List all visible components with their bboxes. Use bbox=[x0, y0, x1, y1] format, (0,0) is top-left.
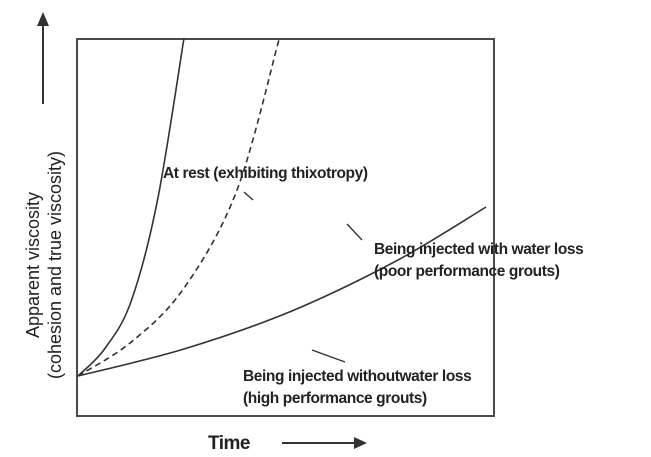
annotation-2-line-1: Being injected with water loss bbox=[374, 241, 583, 258]
x-axis-arrow-head bbox=[354, 437, 367, 449]
leader-line-group bbox=[243, 191, 363, 363]
y-axis-label-line-2: (cohesion and true viscosity) bbox=[45, 151, 65, 379]
y-axis-label-line-1: Apparent viscosity bbox=[23, 192, 43, 338]
curve-without-water-loss bbox=[77, 206, 487, 377]
leader-line-2 bbox=[346, 223, 363, 241]
annotation-group: At rest (exhibiting thixotropy) Being inj… bbox=[163, 165, 584, 407]
annotation-3-line-2: (high performance grouts) bbox=[243, 390, 427, 407]
y-axis-label-group: Apparent viscosity (cohesion and true vi… bbox=[23, 151, 65, 379]
annotation-3-line-1: Being injected withoutwater loss bbox=[243, 368, 471, 385]
curve-group bbox=[77, 37, 487, 377]
annotation-2-line-2: (poor performance grouts) bbox=[374, 263, 560, 280]
y-axis-arrow-head bbox=[37, 12, 49, 26]
leader-line-3 bbox=[311, 349, 346, 363]
curve-with-water-loss bbox=[77, 37, 281, 377]
x-axis-label: Time bbox=[208, 433, 250, 454]
plot-frame bbox=[76, 38, 495, 417]
annotation-1-line-1: At rest (exhibiting thixotropy) bbox=[163, 165, 368, 182]
curve-at-rest bbox=[77, 37, 185, 377]
leader-line-1 bbox=[243, 191, 254, 201]
